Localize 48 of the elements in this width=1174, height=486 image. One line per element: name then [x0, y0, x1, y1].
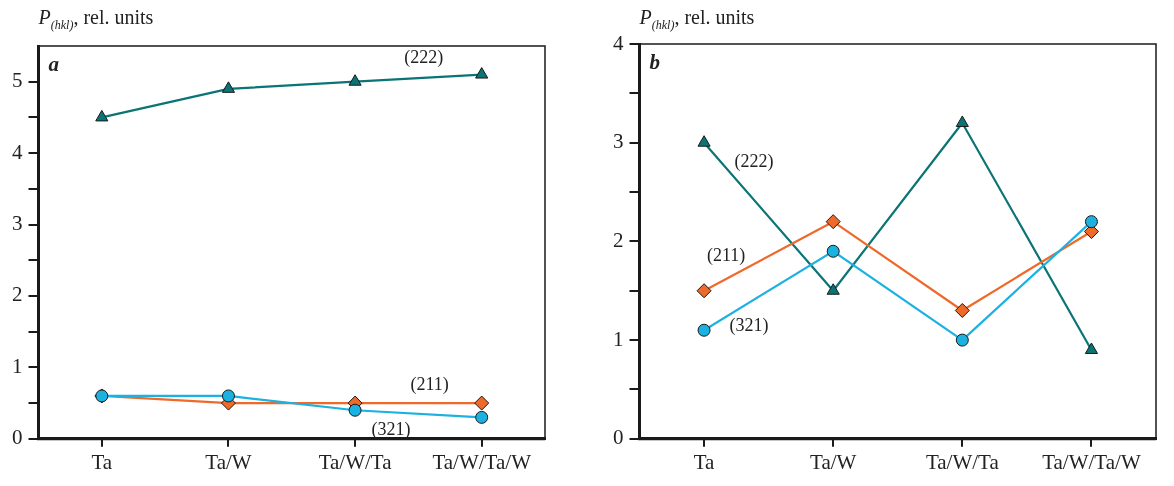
- series-label: (211): [410, 373, 449, 395]
- point: [955, 115, 969, 127]
- series-label: (222): [404, 47, 444, 69]
- point: [221, 389, 235, 403]
- point: [697, 135, 711, 147]
- y-tick-label: 3: [12, 211, 23, 236]
- x-tick-label: Ta/W/Ta: [925, 449, 1000, 474]
- point: [475, 67, 489, 79]
- y-tick-label: 3: [613, 129, 624, 154]
- point: [348, 74, 362, 86]
- point: [826, 283, 840, 295]
- point: [475, 410, 489, 424]
- y-axis-title: P$_{(hkl)}$, rel. units: [38, 6, 154, 33]
- point: [348, 403, 362, 417]
- y-tick-label: 1: [12, 353, 23, 378]
- y-tick-label: 2: [12, 282, 23, 307]
- point: [696, 283, 712, 299]
- x-tick-label: Ta: [693, 449, 716, 474]
- series-label: (321): [729, 314, 769, 336]
- x-tick-label: Ta: [91, 449, 113, 474]
- x-tick-label: Ta/W: [205, 449, 252, 474]
- y-tick-label: 5: [12, 68, 23, 93]
- point: [697, 323, 711, 337]
- chart-title: a: [48, 52, 59, 77]
- x-tick-label: Ta/W/Ta/W: [432, 449, 532, 474]
- point: [826, 244, 840, 258]
- y-axis-title: P$_{(hkl)}$, rel. units: [639, 6, 755, 33]
- y-tick-label: 4: [613, 30, 624, 55]
- point: [825, 214, 841, 230]
- series-label: (222): [734, 151, 774, 173]
- x-tick-label: Ta/W/Ta: [318, 449, 393, 474]
- point: [954, 302, 970, 318]
- point: [221, 81, 235, 93]
- point: [955, 333, 969, 347]
- series-label: (321): [371, 418, 411, 440]
- y-tick-label: 2: [613, 227, 624, 252]
- series-label: (211): [706, 245, 746, 267]
- x-tick-label: Ta/W: [810, 449, 857, 474]
- x-tick-label: Ta/W/Ta/W: [1042, 449, 1141, 474]
- chart-title: b: [649, 50, 660, 75]
- point: [1084, 215, 1098, 229]
- y-tick-label: 0: [613, 425, 624, 450]
- point: [95, 109, 109, 122]
- y-tick-label: 0: [12, 425, 23, 450]
- point: [474, 395, 490, 411]
- y-tick-label: 1: [613, 326, 624, 351]
- point: [1084, 342, 1098, 354]
- y-tick-label: 4: [12, 139, 23, 164]
